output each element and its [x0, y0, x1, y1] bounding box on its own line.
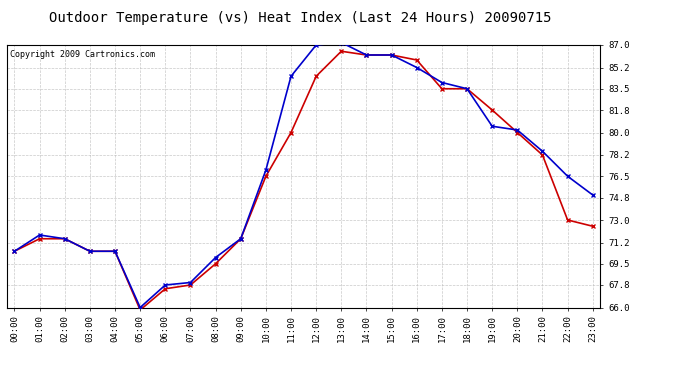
Text: Copyright 2009 Cartronics.com: Copyright 2009 Cartronics.com — [10, 50, 155, 59]
Text: Outdoor Temperature (vs) Heat Index (Last 24 Hours) 20090715: Outdoor Temperature (vs) Heat Index (Las… — [49, 11, 551, 25]
